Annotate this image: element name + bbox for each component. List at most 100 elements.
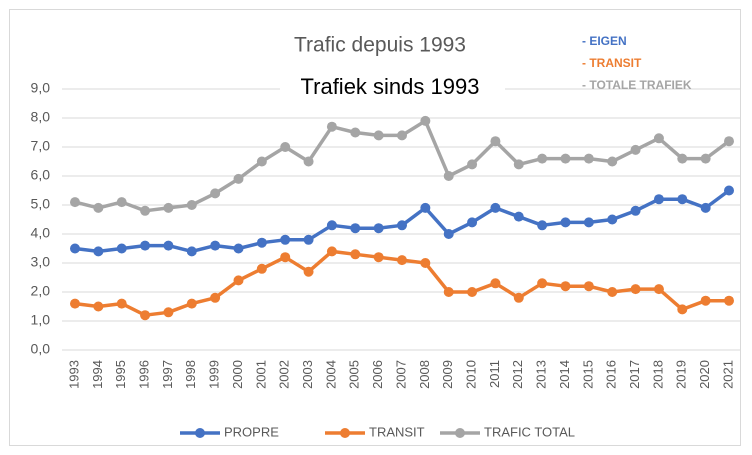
point [513,292,524,303]
x-tick-label: 2009 [440,360,455,389]
point [537,153,548,164]
point [537,220,548,231]
x-tick-label: 2008 [417,360,432,389]
point [210,240,221,251]
point [560,281,571,292]
point [443,171,454,181]
point [70,298,80,309]
legend-marker [195,428,205,438]
legend-marker [455,428,465,438]
x-tick-label: 2002 [277,360,292,389]
x-tick-label: 2005 [347,360,362,389]
y-tick-label: 5,0 [31,196,51,212]
point [513,159,524,170]
point [490,202,501,213]
point [397,255,407,266]
x-tick-label: 2016 [604,360,619,389]
point [116,197,127,208]
point [326,220,337,231]
x-tick-label: 2004 [323,360,338,389]
point [163,307,174,318]
y-tick-label: 7,0 [31,138,51,154]
point [233,243,244,254]
x-tick-label: 2020 [697,360,712,389]
y-tick-label: 0,0 [31,341,51,357]
point [560,217,571,228]
point [303,266,314,277]
point [186,298,197,309]
x-tick-label: 2013 [534,360,549,389]
point [280,142,291,152]
annotation: - TRANSIT [582,56,642,70]
point [163,240,174,251]
point [93,301,104,312]
point [630,144,641,155]
y-tick-label: 1,0 [31,312,51,328]
point [256,156,267,167]
x-tick-label: 1994 [90,360,105,389]
y-tick-label: 9,0 [31,80,51,96]
x-tick-label: 2017 [627,360,642,389]
point [607,287,618,297]
point [443,287,454,297]
point [700,295,711,306]
point [256,263,267,274]
point [724,185,734,196]
legend-label: TRANSIT [369,424,425,439]
point [467,217,478,228]
point [280,252,291,263]
point [233,275,244,286]
point [583,153,594,164]
point [490,136,501,147]
point [373,223,384,234]
point [420,115,431,126]
point [653,194,664,205]
point [140,310,151,321]
legend-label: PROPRE [224,424,279,439]
point [537,278,548,289]
x-tick-label: 2001 [253,360,268,389]
point [303,234,314,245]
point [700,153,711,164]
x-tick-label: 1995 [113,360,128,389]
chart-title: Trafic depuis 1993 [294,34,466,57]
y-tick-label: 4,0 [31,225,51,241]
y-tick-label: 6,0 [31,167,51,183]
x-tick-label: 2014 [557,360,572,389]
point [280,234,291,245]
point [93,202,104,213]
point [630,284,641,295]
y-tick-label: 3,0 [31,254,51,270]
x-tick-label: 2015 [580,360,595,389]
y-tick-label: 8,0 [31,109,51,125]
point [724,295,734,306]
x-tick-label: 1993 [66,360,81,389]
x-tick-label: 2010 [464,360,479,389]
x-tick-label: 2011 [487,360,502,388]
x-tick-label: 2019 [674,360,689,389]
point [326,121,337,132]
annotation-bg [280,72,505,102]
point [467,159,478,170]
point [70,243,80,254]
point [397,220,407,231]
point [583,281,594,292]
point [397,130,407,141]
point [677,153,688,164]
point [116,243,127,254]
point [443,229,454,239]
point [326,246,337,257]
x-tick-label: 2000 [230,360,245,389]
x-tick-label: 2006 [370,360,385,389]
point [163,202,174,213]
point [653,284,664,295]
x-tick-label: 1999 [207,360,222,389]
point [186,246,197,257]
annotation: Trafiek sinds 1993 [301,74,480,99]
point [677,304,688,315]
annotation: - TOTALE TRAFIEK [582,78,692,92]
point [70,197,80,208]
x-tick-label: 1997 [160,360,175,389]
point [210,292,221,303]
